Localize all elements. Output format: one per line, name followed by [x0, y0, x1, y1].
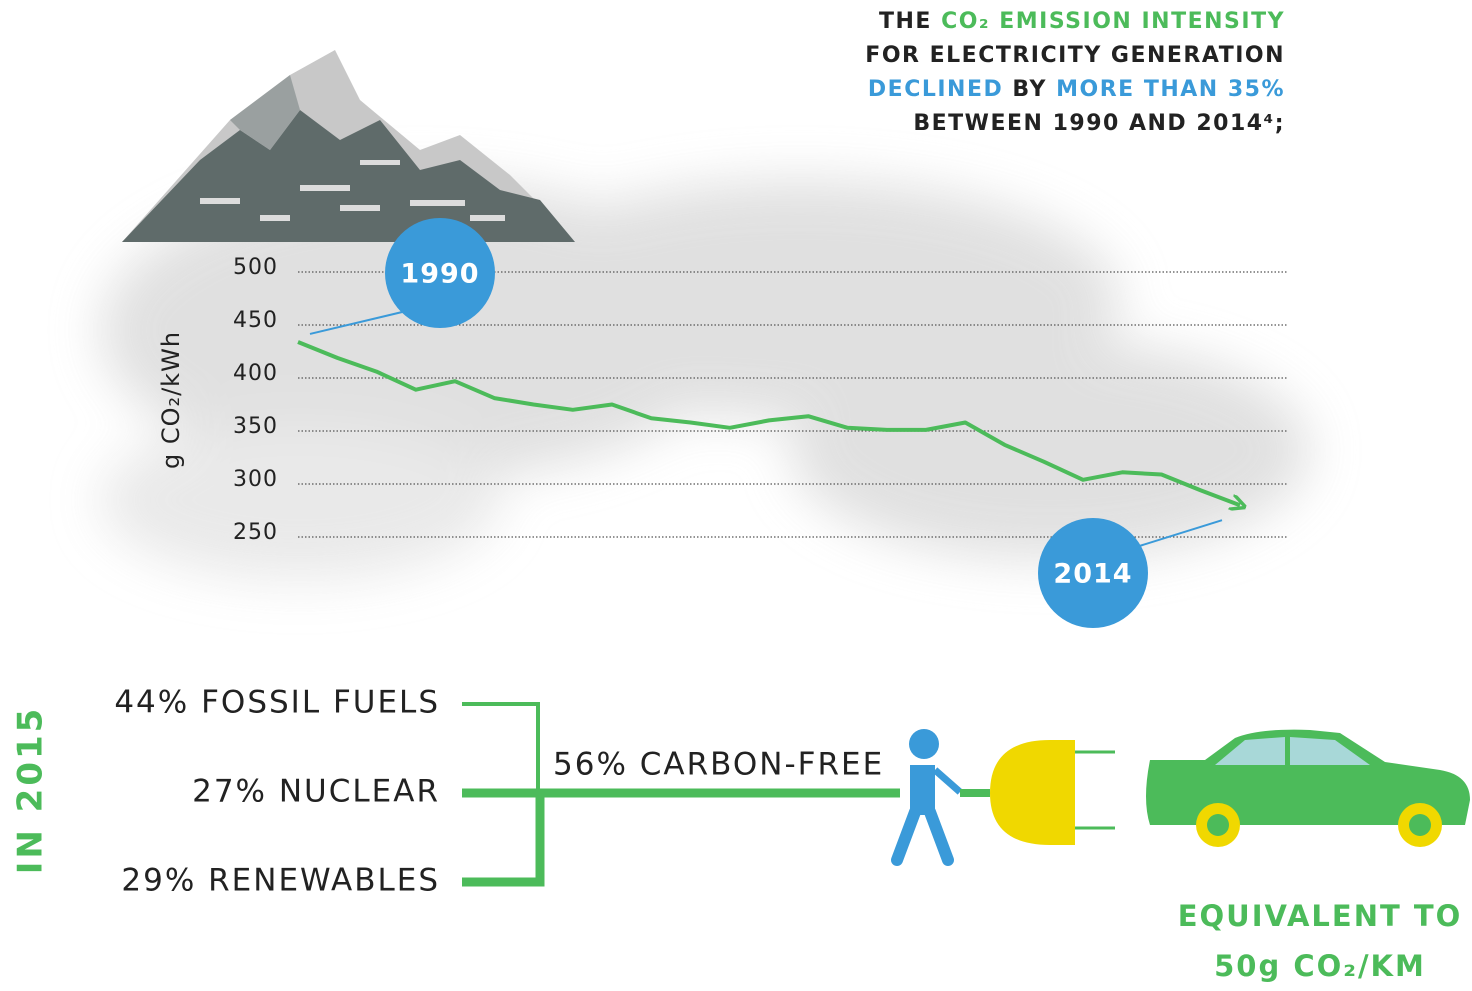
- person-icon: [897, 729, 960, 860]
- callout-label: 1990: [400, 259, 479, 290]
- energy-mix: [462, 704, 900, 882]
- y-tick-label: 450: [233, 308, 278, 333]
- y-tick-label: 300: [233, 467, 278, 492]
- headline-line: FOR ELECTRICITY GENERATION: [865, 43, 1285, 68]
- equivalent-value: 50g CO₂/KM: [1214, 949, 1426, 983]
- headline-line: THE CO₂ EMISSION INTENSITY: [879, 9, 1285, 34]
- y-tick-label: 350: [233, 414, 278, 439]
- y-axis-label: g CO₂/kWh: [157, 331, 185, 469]
- y-tick-label: 250: [233, 520, 278, 545]
- y-tick-label: 500: [233, 255, 278, 280]
- equivalent-label: EQUIVALENT TO: [1178, 899, 1463, 933]
- headline-span: CO₂ EMISSION INTENSITY: [941, 9, 1285, 34]
- headline-span: THE: [879, 9, 941, 34]
- carbon-free-label: 56% CARBON-FREE: [553, 747, 884, 783]
- callout-label: 2014: [1053, 559, 1132, 590]
- headline-span: FOR ELECTRICITY GENERATION: [865, 43, 1285, 68]
- infographic: g CO₂/kWh THE CO₂ EMISSION INTENSITY FOR …: [0, 0, 1472, 991]
- headline-span: DECLINED: [868, 77, 1003, 102]
- car-icon: [1146, 730, 1470, 847]
- headline-span: BY: [1003, 77, 1056, 102]
- source-label: 29% RENEWABLES: [121, 863, 440, 899]
- headline: THE CO₂ EMISSION INTENSITY FOR ELECTRICIT…: [865, 9, 1285, 136]
- mountains: [122, 50, 575, 242]
- source-label: 44% FOSSIL FUELS: [114, 685, 440, 721]
- headline-span: BETWEEN 1990 AND 2014⁴;: [913, 111, 1285, 136]
- headline-line: BETWEEN 1990 AND 2014⁴;: [913, 111, 1285, 136]
- source-label: 27% NUCLEAR: [192, 774, 440, 810]
- y-tick-label: 400: [233, 361, 278, 386]
- headline-line: DECLINED BY MORE THAN 35%: [868, 77, 1285, 102]
- year-label: IN 2015: [11, 706, 51, 875]
- plug-icon: [960, 740, 1115, 845]
- headline-span: MORE THAN 35%: [1056, 77, 1285, 102]
